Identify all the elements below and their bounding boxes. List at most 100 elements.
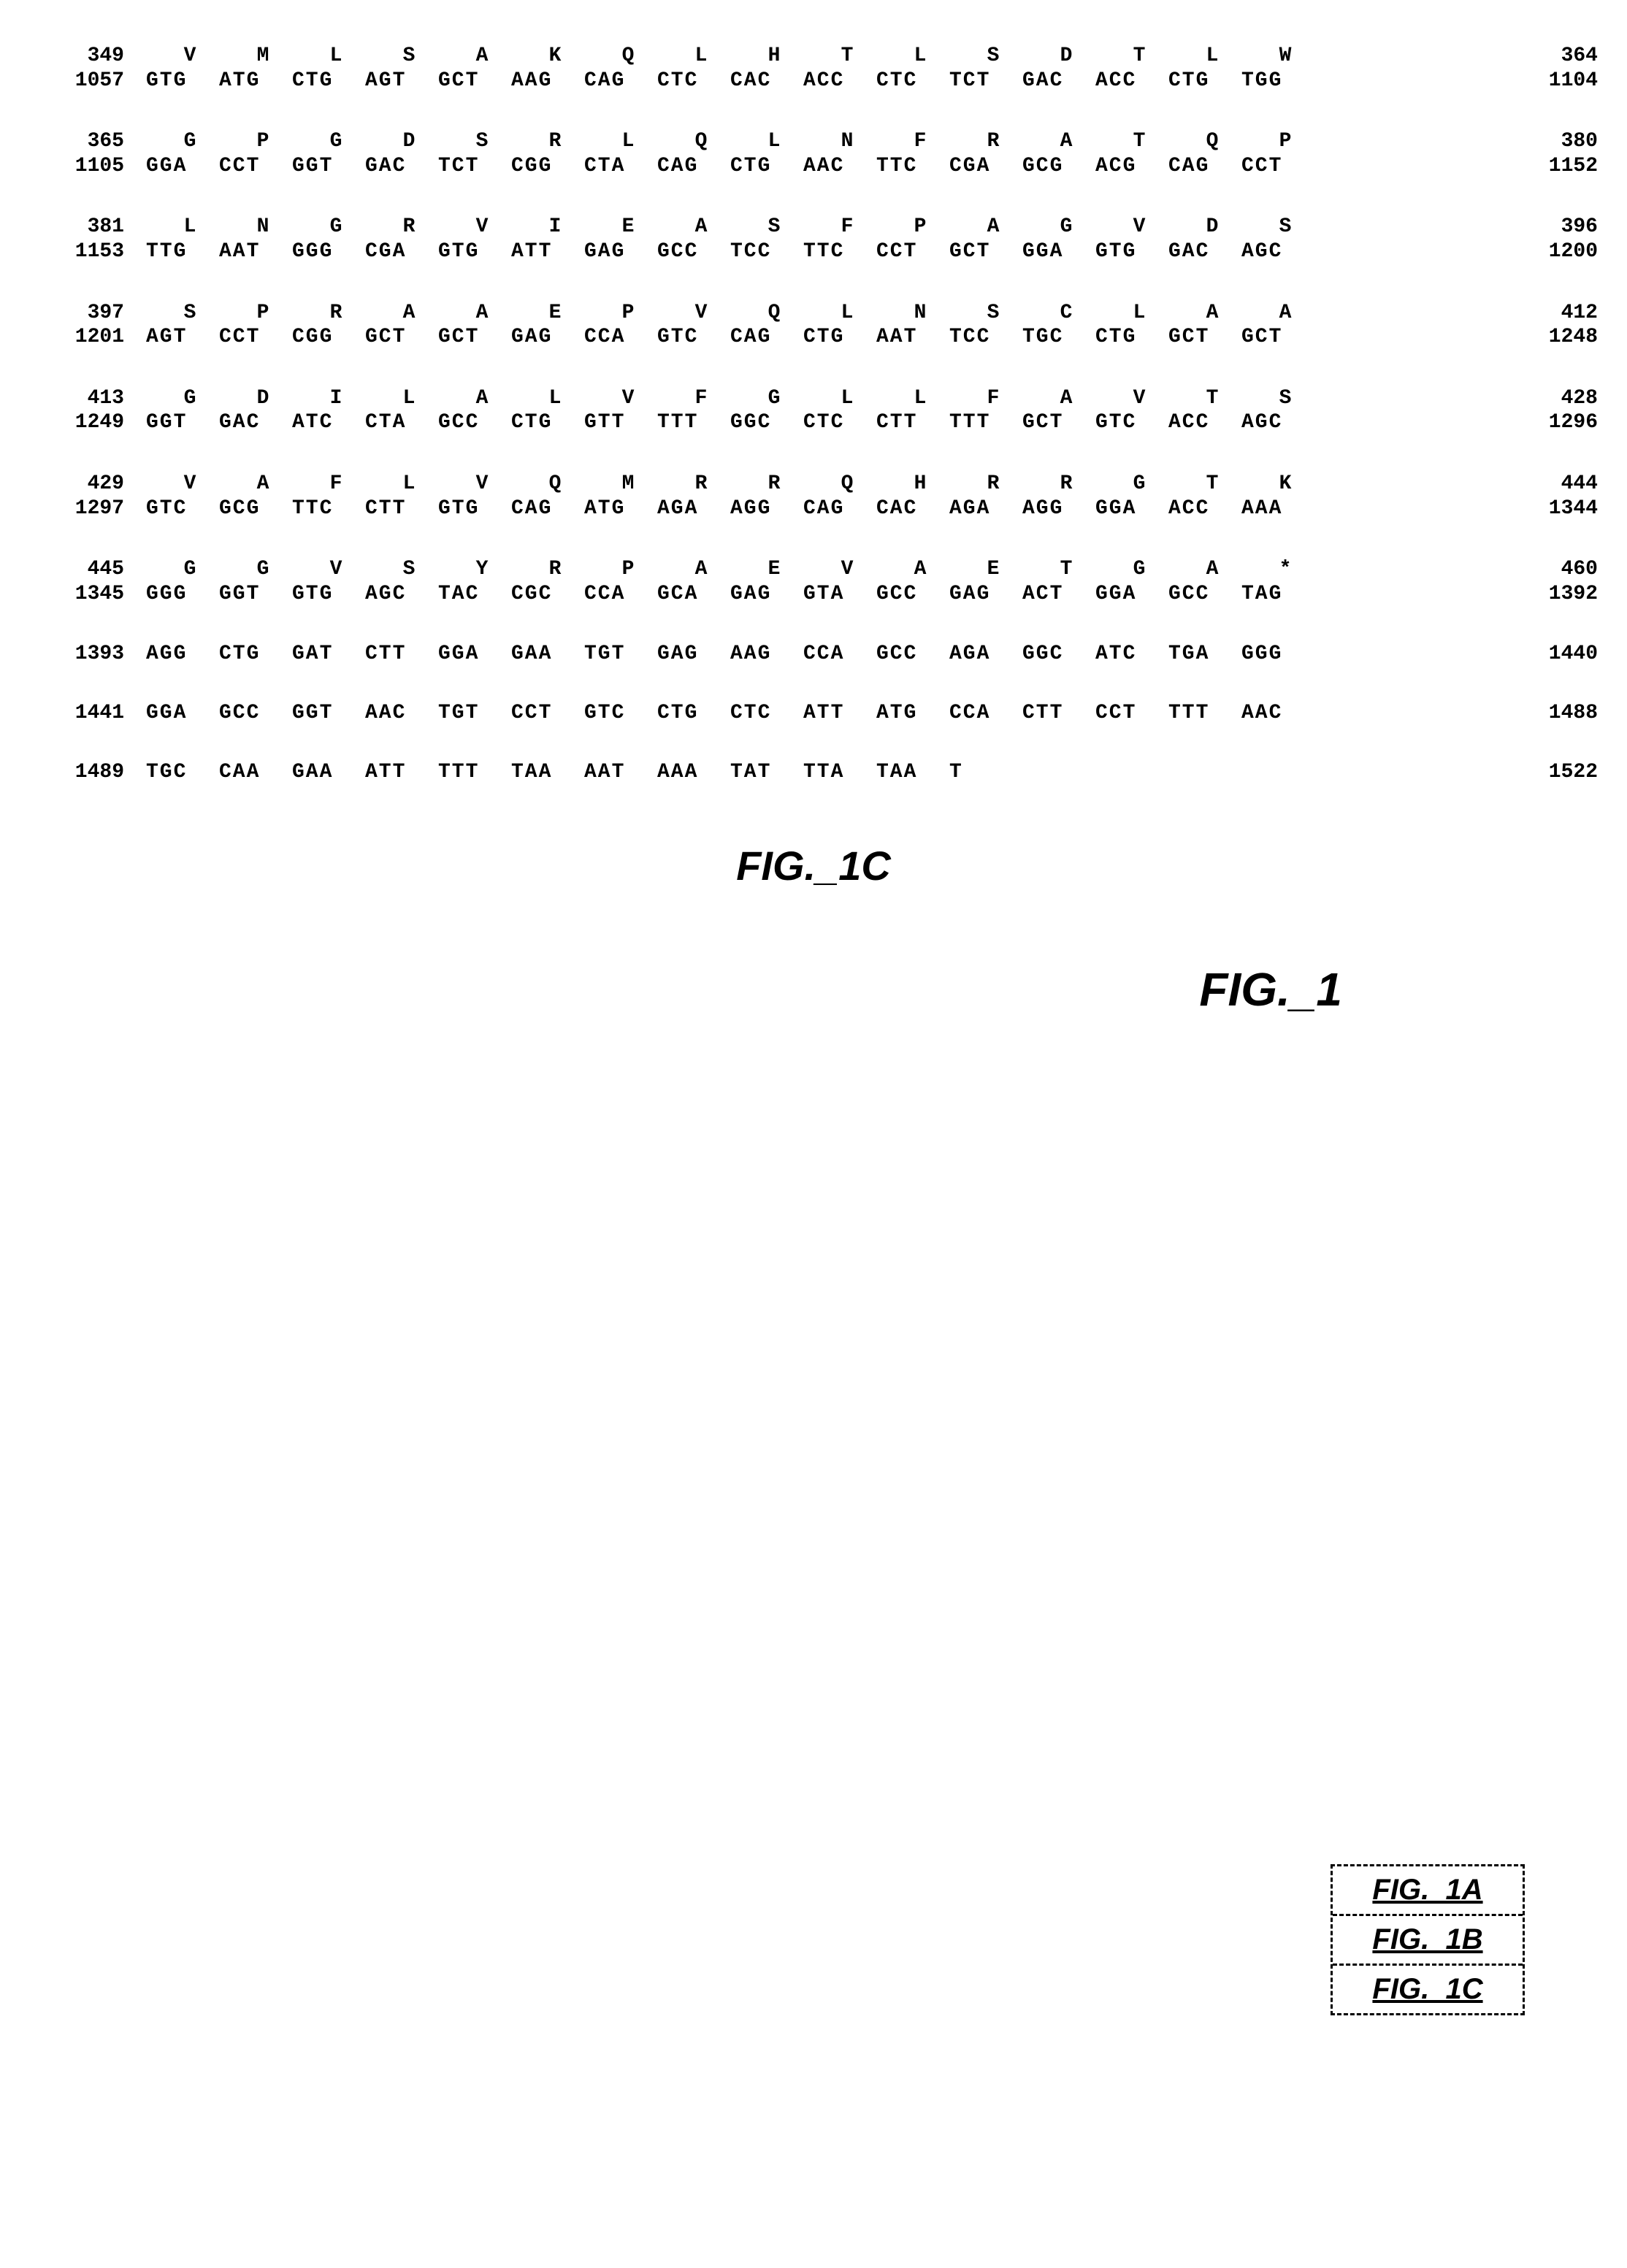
codon: CAG [1168,154,1241,179]
amino-acid: G [146,129,219,154]
codon: GCC [1168,582,1241,607]
codon: CCT [1095,702,1168,724]
aa-end-position: 380 [1481,129,1598,154]
amino-acid: C [1022,301,1095,326]
amino-acid: A [876,557,949,582]
amino-acid: R [292,301,365,326]
amino-acid: A [1168,557,1241,582]
codon: CTG [219,643,292,665]
codon: GGA [438,643,511,665]
codon: CTG [1168,69,1241,93]
aa-start-position: 445 [29,557,146,582]
amino-acid: R [365,215,438,240]
codon: GGC [1022,643,1095,665]
amino-acid: Q [1168,129,1241,154]
nt-end-position: 1152 [1481,154,1598,179]
amino-acid: Q [584,44,657,69]
amino-acid: L [365,472,438,497]
codon: CAG [584,69,657,93]
codon: TTC [292,497,365,521]
amino-acid: A [657,557,730,582]
codon: GGG [146,582,219,607]
codon: GCG [219,497,292,521]
amino-acid: V [1095,386,1168,411]
codon: TTT [438,761,511,784]
amino-acid-row: 381LNGRVIEASFPAGVDS396 [29,215,1598,240]
sequence-row-pair: 445GGVSYRPAEVAETGA*4601345GGGGGTGTGAGCTA… [29,557,1598,606]
codon: AAA [1241,497,1314,521]
codon: CAC [876,497,949,521]
codon: CTG [1095,325,1168,350]
codon: AGT [146,325,219,350]
codon: TGT [438,702,511,724]
amino-acid: R [1022,472,1095,497]
nucleotide-row: 1105GGACCTGGTGACTCTCGGCTACAGCTGAACTTCCGA… [29,154,1598,179]
amino-acid: V [803,557,876,582]
codon: CCT [219,325,292,350]
amino-acid: V [1095,215,1168,240]
codon: CAG [657,154,730,179]
nucleotide-row: 1345GGGGGTGTGAGCTACCGCCCAGCAGAGGTAGCCGAG… [29,582,1598,607]
codon: AGA [657,497,730,521]
codon: CTC [730,702,803,724]
amino-acid: S [730,215,803,240]
amino-acid: E [730,557,803,582]
codon: TGT [584,643,657,665]
amino-acid: L [292,44,365,69]
codon: CTA [365,410,438,435]
codon: CTG [803,325,876,350]
codon: TAG [1241,582,1314,607]
nucleotide-row: 1249GGTGACATCCTAGCCCTGGTTTTTGGCCTCCTTTTT… [29,410,1598,435]
amino-acid: P [219,301,292,326]
codon: T [949,761,1022,784]
codon: AAT [219,240,292,264]
codon: GTG [438,240,511,264]
amino-acid: D [365,129,438,154]
amino-acid: P [1241,129,1314,154]
aa-end-position: 412 [1481,301,1598,326]
codon: AAC [803,154,876,179]
codon: AAT [876,325,949,350]
codon: GTC [1095,410,1168,435]
amino-acid: L [657,44,730,69]
amino-acid: A [438,44,511,69]
amino-acid: M [219,44,292,69]
nt-end-position: 1200 [1481,240,1598,264]
amino-acid: L [1168,44,1241,69]
amino-acid: F [657,386,730,411]
amino-acid: I [511,215,584,240]
amino-acid-row: 445GGVSYRPAEVAETGA*460 [29,557,1598,582]
nt-end-position: 1296 [1481,410,1598,435]
amino-acid: A [1022,386,1095,411]
nt-end-position: 1392 [1481,582,1598,607]
amino-acid: G [146,386,219,411]
codon: CTC [657,69,730,93]
nt-start-position: 1489 [29,761,146,784]
codon: ATG [876,702,949,724]
codon: CTG [730,154,803,179]
codon: TGG [1241,69,1314,93]
amino-acid: S [1241,386,1314,411]
nt-end-position: 1488 [1481,702,1598,724]
amino-acid-row: 397SPRAAEPVQLNSCLAA412 [29,301,1598,326]
amino-acid: A [438,301,511,326]
amino-acid: L [584,129,657,154]
amino-acid: K [1241,472,1314,497]
amino-acid: V [438,215,511,240]
amino-acid: H [876,472,949,497]
codon: GCC [657,240,730,264]
codon: CTT [876,410,949,435]
amino-acid: G [1095,472,1168,497]
sequence-row-pair: 381LNGRVIEASFPAGVDS3961153TTGAATGGGCGAGT… [29,215,1598,264]
amino-acid: L [365,386,438,411]
codon: GGT [292,702,365,724]
codon: CAA [219,761,292,784]
codon: CCA [949,702,1022,724]
amino-acid: F [803,215,876,240]
codon: ACG [1095,154,1168,179]
sequence-row-pair: 349VMLSAKQLHTLSDTLW3641057GTGATGCTGAGTGC… [29,44,1598,93]
codon: ATT [365,761,438,784]
codon: ATG [584,497,657,521]
aa-start-position: 381 [29,215,146,240]
codon: ACC [803,69,876,93]
